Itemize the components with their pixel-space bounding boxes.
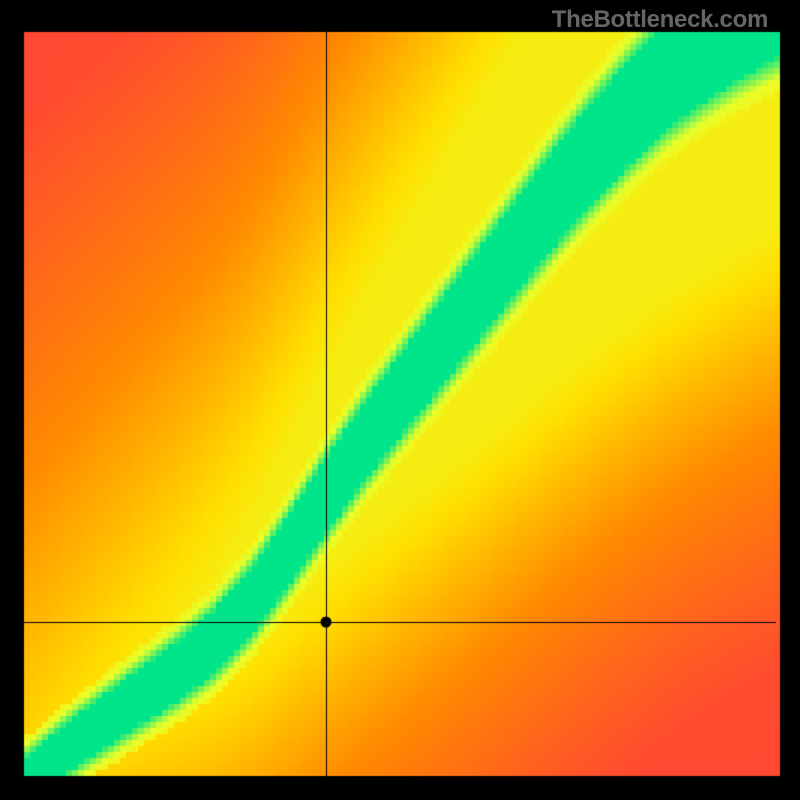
watermark-label: TheBottleneck.com [552,6,768,34]
bottleneck-heatmap [0,0,800,800]
